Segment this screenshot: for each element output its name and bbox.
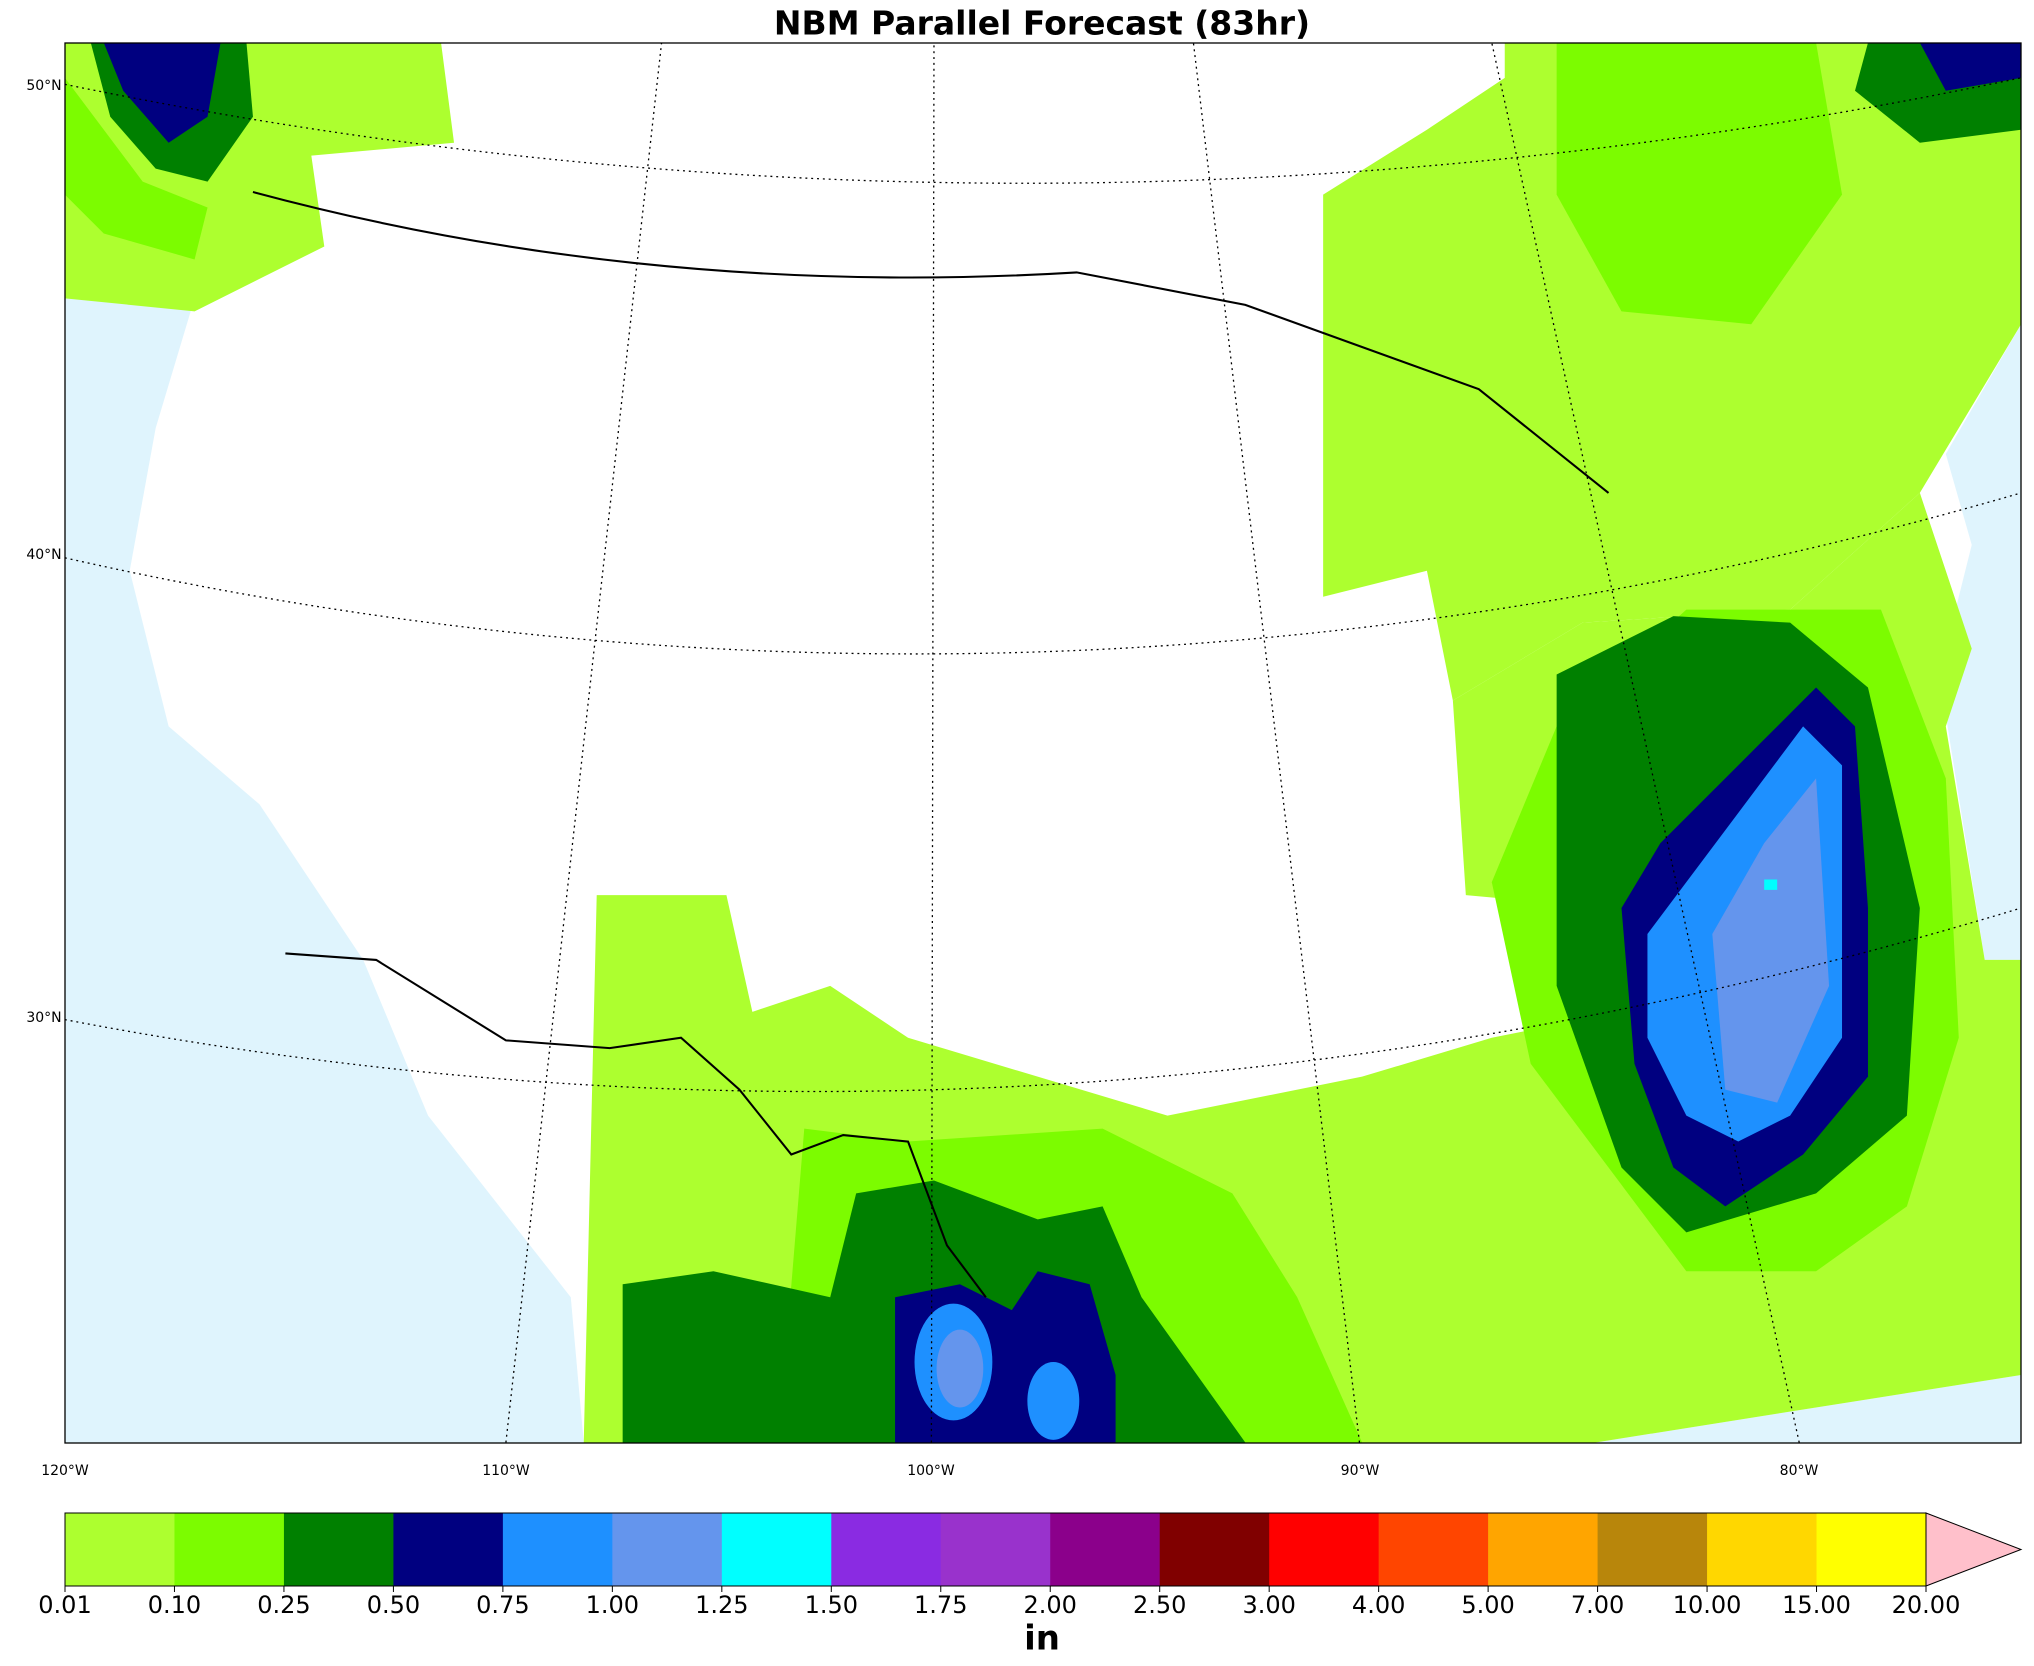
lat-label: 30°N	[26, 1010, 61, 1026]
colorbar-tick-label: 0.10	[148, 1591, 201, 1619]
colorbar-extension	[1925, 1512, 2023, 1587]
colorbar-tick-label: 0.75	[476, 1591, 529, 1619]
colorbar-box	[65, 1513, 175, 1586]
colorbar-box	[1597, 1513, 1708, 1586]
lon-label: 120°W	[41, 1463, 89, 1479]
colorbar-tick-label: 2.00	[1024, 1591, 1077, 1619]
colorbar-tick-label: 0.25	[257, 1591, 310, 1619]
colorbar-box	[1707, 1513, 1818, 1586]
colorbar-tick-label: 5.00	[1461, 1591, 1514, 1619]
colorbar-tick-label: 0.50	[367, 1591, 420, 1619]
map-frame	[64, 42, 2022, 1444]
colorbar-box	[831, 1513, 942, 1586]
colorbar-tick-label: 1.50	[805, 1591, 858, 1619]
colorbar-box	[174, 1513, 285, 1586]
lon-label: 100°W	[907, 1463, 955, 1479]
colorbar-label: in	[1024, 1619, 1060, 1659]
colorbar-box	[1816, 1513, 1927, 1586]
colorbar-box	[940, 1513, 1051, 1586]
colorbar-box	[283, 1513, 394, 1586]
colorbar-box	[1159, 1513, 1270, 1586]
colorbar-box	[1050, 1513, 1161, 1586]
colorbar-box	[1378, 1513, 1489, 1586]
colorbar-box	[1488, 1513, 1599, 1586]
colorbar-box	[502, 1513, 613, 1586]
colorbar-box	[612, 1513, 723, 1586]
title: NBM Parallel Forecast (83hr)	[774, 4, 1310, 43]
colorbar-tick-label: 2.50	[1133, 1591, 1186, 1619]
colorbar-tick-label: 7.00	[1571, 1591, 1624, 1619]
colorbar-tick-label: 1.00	[586, 1591, 639, 1619]
lon-label: 80°W	[1780, 1463, 1819, 1479]
colorbar-tick-label: 10.00	[1673, 1591, 1742, 1619]
colorbar-tick-label: 15.00	[1782, 1591, 1851, 1619]
colorbar-box	[721, 1513, 832, 1586]
lat-label: 50°N	[26, 78, 61, 94]
colorbar-box	[393, 1513, 504, 1586]
colorbar-frame	[64, 1512, 1927, 1587]
map	[65, 43, 2021, 1443]
colorbar-tick-label: 4.00	[1352, 1591, 1405, 1619]
lon-label: 90°W	[1341, 1463, 1380, 1479]
colorbar-tick-label: 20.00	[1892, 1591, 1961, 1619]
colorbar-tick-label: 3.00	[1242, 1591, 1295, 1619]
colorbar-tick-label: 1.75	[914, 1591, 967, 1619]
lat-label: 40°N	[26, 547, 61, 563]
colorbar-box	[1269, 1513, 1380, 1586]
colorbar-tick-label: 0.01	[38, 1591, 91, 1619]
lon-label: 110°W	[482, 1463, 530, 1479]
colorbar-tick-label: 1.25	[695, 1591, 748, 1619]
